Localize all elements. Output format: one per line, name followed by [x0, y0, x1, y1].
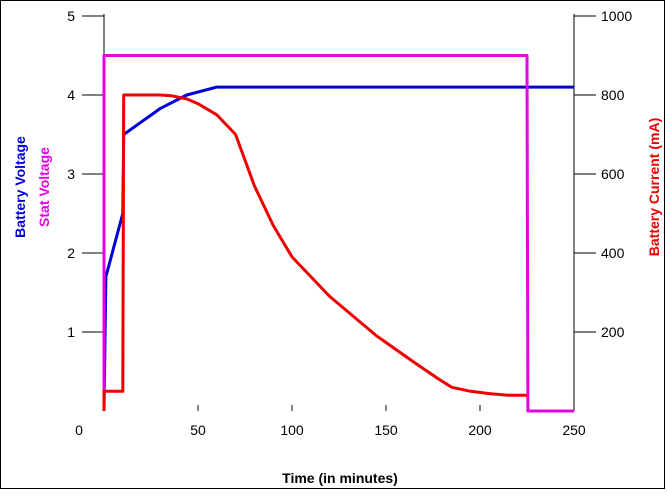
- y-left-tick-label: 1: [67, 324, 75, 340]
- battery-current-line: [102, 93, 527, 411]
- y-axis-title-battery-current: Battery Current (mA): [646, 118, 662, 256]
- y-left-tick-label: 5: [67, 8, 75, 24]
- y-left-tick-label: 3: [67, 166, 75, 182]
- tick-labels-group: 0 50 100 150 200 250 1 2 3 4 5 200 400 600 800 1000: [67, 8, 632, 438]
- y-left-tick-label: 4: [67, 87, 75, 103]
- battery-voltage-line: [102, 85, 574, 412]
- x-tick-label: 100: [280, 422, 304, 438]
- y-left-tick-label: 2: [67, 245, 75, 261]
- x-tick-label: 200: [468, 422, 492, 438]
- x-tick-label: 0: [75, 422, 83, 438]
- y-right-tick-label: 200: [601, 324, 625, 340]
- y-axis-title-battery-voltage: Battery Voltage: [12, 136, 28, 238]
- y-right-tick-label: 400: [601, 245, 625, 261]
- y-right-tick-label: 800: [601, 87, 625, 103]
- y-axis-title-stat-voltage: Stat Voltage: [36, 147, 52, 227]
- x-tick-label: 150: [374, 422, 398, 438]
- series-group: [102, 54, 574, 413]
- y-right-tick-label: 600: [601, 166, 625, 182]
- x-tick-label: 250: [562, 422, 586, 438]
- stat-voltage-line: [102, 54, 574, 413]
- y-right-tick-label: 1000: [601, 8, 632, 24]
- x-axis-title: Time (in minutes): [282, 470, 398, 486]
- x-tick-label: 50: [190, 422, 206, 438]
- axes-group: [82, 14, 596, 411]
